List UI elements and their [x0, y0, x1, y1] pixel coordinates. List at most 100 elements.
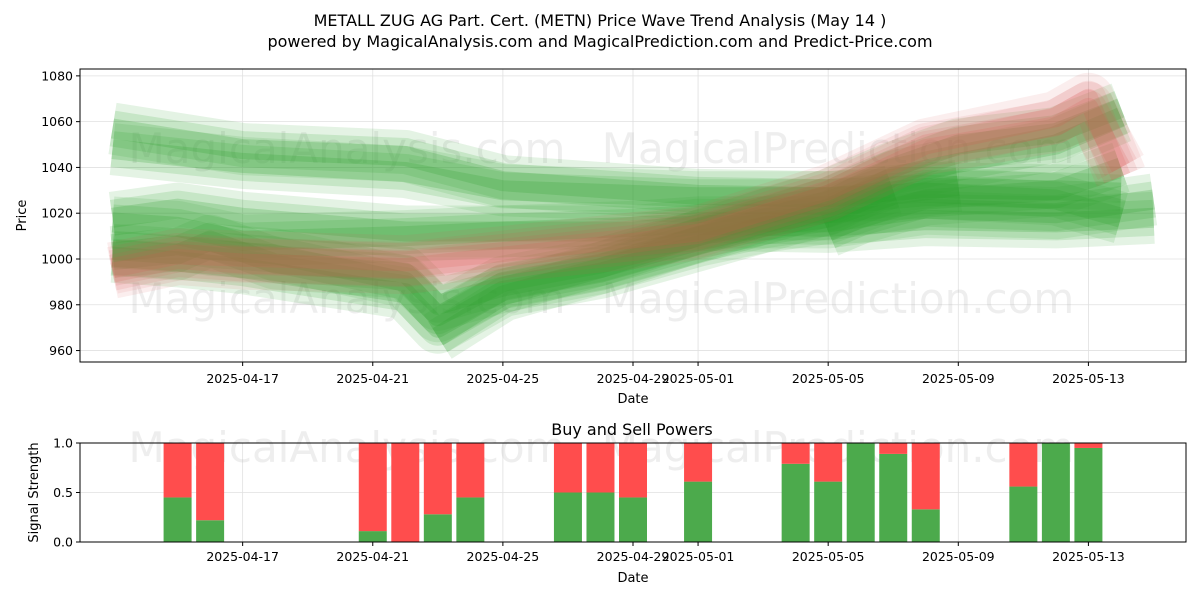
- signal-x-tick-label: 2025-04-21: [336, 549, 409, 564]
- watermark-text: MagicalAnalysis.com: [129, 423, 566, 472]
- wave-band-down: [107, 81, 1144, 299]
- buy-power-bar: [1074, 447, 1103, 542]
- signal-x-tick-label: 2025-04-25: [467, 549, 540, 564]
- price-y-tick-label: 1060: [41, 114, 73, 129]
- price-panel: MagicalAnalysis.com MagicalPrediction.com…: [15, 68, 1187, 407]
- wave-band-up: [111, 100, 1128, 346]
- wave-band-up: [111, 180, 897, 327]
- wave-band-up: [821, 150, 1127, 249]
- price-y-axis-label: Price: [15, 200, 30, 232]
- sell-power-bar: [553, 443, 582, 493]
- buy-power-bar: [358, 531, 387, 542]
- sell-power-bar: [911, 443, 940, 510]
- price-x-tick-label: 2025-05-09: [922, 371, 995, 386]
- wave-band-up: [818, 142, 1130, 256]
- wave-band-down: [110, 97, 1130, 283]
- buy-power-bar: [1041, 443, 1070, 542]
- buy-power-bar: [781, 463, 810, 542]
- sell-power-bar: [619, 443, 647, 498]
- wave-band-up: [111, 167, 961, 323]
- buy-power-bar: [423, 514, 452, 542]
- watermark-text: MagicalPrediction.com: [602, 274, 1075, 323]
- signal-panel: MagicalAnalysis.comMagicalPrediction.com…: [27, 420, 1187, 586]
- sell-power-bar: [423, 443, 452, 515]
- signal-y-tick-label: 1.0: [53, 436, 73, 451]
- wave-band-up: [111, 175, 960, 315]
- price-x-tick-label: 2025-04-29: [597, 371, 670, 386]
- sell-power-bar: [781, 443, 810, 464]
- wave-band-up: [111, 139, 1124, 228]
- wave-band-up: [111, 107, 1125, 338]
- sell-power-bar: [814, 443, 843, 482]
- wave-band-up: [109, 165, 902, 343]
- signal-x-tick-label: 2025-04-17: [206, 549, 279, 564]
- price-bands: [107, 72, 1158, 359]
- wave-band-up: [110, 118, 1122, 208]
- sell-power-bar: [196, 443, 225, 521]
- chart-subtitle: powered by MagicalAnalysis.com and Magic…: [267, 32, 932, 51]
- sell-power-bar: [684, 443, 713, 482]
- sell-power-bar: [879, 443, 908, 454]
- wave-band-up: [110, 131, 1126, 236]
- chart-title: METALL ZUG AG Part. Cert. (METN) Price W…: [314, 11, 887, 30]
- sell-power-bar: [391, 443, 420, 542]
- buy-power-bar: [814, 481, 843, 542]
- watermark-text: MagicalAnalysis.com: [129, 274, 566, 323]
- wave-band-up: [428, 91, 1128, 353]
- sell-power-bar: [163, 443, 192, 498]
- signal-x-tick-label: 2025-05-13: [1052, 549, 1125, 564]
- watermark-text: MagicalPrediction.com: [602, 124, 1075, 173]
- signal-x-tick-label: 2025-05-05: [792, 549, 865, 564]
- signal-y-tick-label: 0.0: [53, 535, 73, 550]
- price-x-tick-label: 2025-05-05: [792, 371, 865, 386]
- price-y-tick-label: 1020: [41, 206, 73, 221]
- price-x-tick-label: 2025-04-25: [467, 371, 540, 386]
- sell-power-bar: [456, 443, 485, 498]
- wave-band-up: [108, 173, 1158, 258]
- signal-y-tick-label: 0.5: [53, 485, 73, 500]
- sell-power-bar: [1009, 443, 1038, 487]
- wave-band-down: [110, 88, 1131, 278]
- wave-band-up: [824, 157, 1125, 241]
- buy-power-bar: [684, 481, 713, 542]
- sell-power-bar: [358, 443, 387, 532]
- sell-power-bar: [1074, 443, 1103, 448]
- price-x-axis-label: Date: [617, 392, 648, 407]
- price-x-tick-label: 2025-04-21: [336, 371, 409, 386]
- wave-band-down: [108, 89, 1137, 291]
- wave-band-up: [109, 123, 1128, 243]
- signal-x-axis-label: Date: [617, 571, 648, 586]
- wave-band-up: [111, 199, 1155, 259]
- price-y-tick-label: 1000: [41, 251, 73, 266]
- price-y-tick-label: 980: [49, 297, 73, 312]
- price-y-tick-label: 1040: [41, 160, 73, 175]
- sell-power-bar: [586, 443, 615, 493]
- signal-x-tick-label: 2025-05-01: [662, 549, 735, 564]
- wave-band-down: [107, 72, 1145, 294]
- wave-band-up: [111, 207, 1154, 251]
- price-x-tick-label: 2025-05-13: [1052, 371, 1125, 386]
- wave-band-up: [108, 102, 1122, 224]
- buy-power-bar: [196, 520, 225, 542]
- buy-power-bar: [586, 492, 615, 542]
- price-y-tick-label: 960: [49, 343, 73, 358]
- wave-band-up: [109, 181, 1157, 250]
- buy-power-bar: [1009, 486, 1038, 542]
- wave-band-up: [423, 83, 1131, 359]
- price-y-tick-label: 1080: [41, 68, 73, 83]
- buy-power-bar: [879, 453, 908, 542]
- buy-power-bar: [456, 497, 485, 542]
- buy-power-bar: [619, 497, 647, 542]
- wave-band-up: [110, 173, 900, 335]
- signal-y-axis-label: Signal Strength: [27, 442, 42, 542]
- buy-power-bar: [163, 497, 192, 542]
- wave-band-down: [108, 80, 1138, 286]
- wave-band-up: [111, 189, 1155, 242]
- wave-band-up: [110, 159, 962, 331]
- buy-power-bar: [846, 443, 875, 542]
- signal-x-tick-label: 2025-05-09: [922, 549, 995, 564]
- buy-power-bar: [553, 492, 582, 542]
- wave-band-up: [110, 191, 1155, 267]
- signal-chart-title: Buy and Sell Powers: [551, 420, 713, 439]
